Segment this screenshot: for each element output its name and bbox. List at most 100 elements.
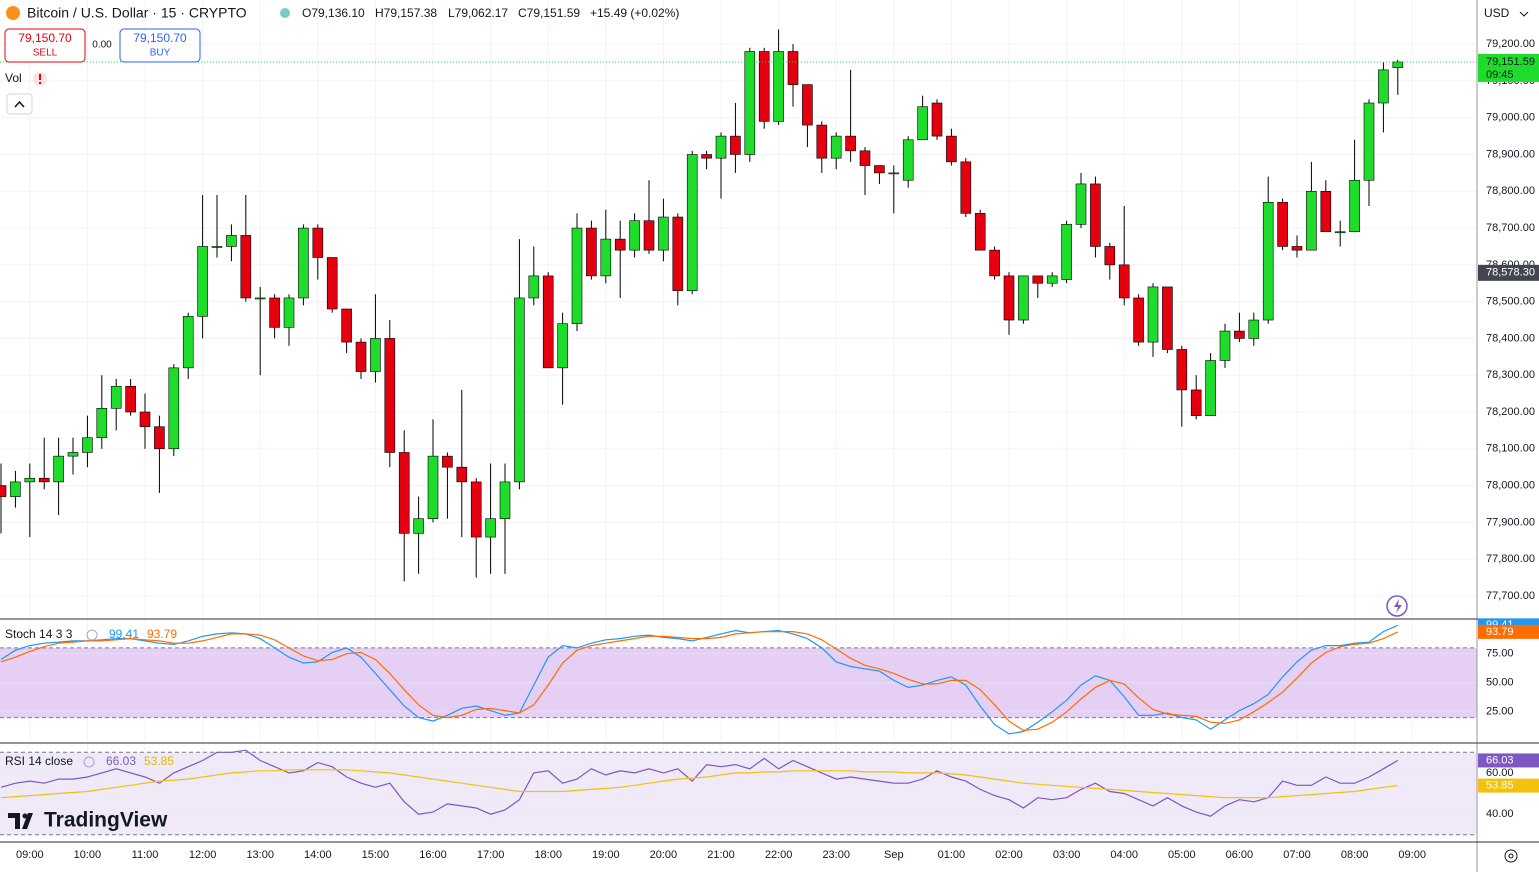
candle-body: [1003, 275, 1015, 321]
flash-bolt: [1394, 599, 1402, 613]
y-tick-label: 78,800.00: [1486, 185, 1535, 197]
x-tick-label: 23:00: [822, 849, 850, 861]
candle-body: [1205, 360, 1216, 416]
candle-body: [1046, 275, 1058, 284]
candle-body: [614, 238, 626, 251]
candle-body: [168, 367, 180, 450]
y-tick-label: 77,700.00: [1486, 590, 1535, 602]
candle-body: [1118, 264, 1130, 299]
candle-body: [24, 477, 36, 483]
candle-body: [989, 249, 1000, 277]
indicator-last-value: 93.79: [1486, 626, 1514, 638]
collapse-button[interactable]: [6, 93, 33, 115]
candle-body: [1320, 190, 1332, 233]
indicator-last-value: 66.03: [1486, 754, 1514, 766]
candle-body: [931, 102, 943, 137]
candle-body: [960, 161, 972, 214]
logo-dot: [22, 813, 28, 819]
candle-body: [254, 297, 266, 300]
indicator-last-value-box: [1478, 624, 1539, 639]
candle-body: [1334, 231, 1346, 234]
spread: 0.00: [92, 40, 112, 51]
x-tick-label: 12:00: [189, 849, 217, 861]
candle-body: [773, 51, 784, 122]
y-tick-label: 78,000.00: [1486, 479, 1535, 491]
indicator-line: [0, 630, 1399, 732]
marker-box: [1478, 264, 1539, 281]
x-tick-label: 14:00: [304, 849, 332, 861]
y-tick-label: 78,500.00: [1486, 296, 1535, 308]
candle-body: [902, 139, 914, 181]
volume-label: Vol: [5, 71, 22, 85]
indicator-last-value-box: [1478, 753, 1539, 768]
y-tick-label: 79,000.00: [1486, 112, 1535, 124]
candle-body: [730, 135, 741, 155]
candle-body: [643, 220, 655, 251]
candle-body: [370, 338, 381, 372]
candle-body: [816, 124, 828, 159]
candle-body: [269, 297, 280, 328]
settings-icon[interactable]: [86, 629, 98, 641]
y-tick-label: 79,200.00: [1486, 38, 1535, 50]
candle-body: [427, 455, 439, 519]
candle-body: [1234, 330, 1245, 339]
y-tick-label: 60.00: [1486, 767, 1514, 779]
candle-body: [298, 227, 309, 299]
candle-body: [67, 452, 79, 457]
countdown: 09:45: [1486, 69, 1514, 81]
candle-body: [686, 154, 698, 291]
candle-body: [96, 408, 108, 439]
settings-gear[interactable]: [1504, 849, 1518, 863]
candle-body: [1162, 286, 1173, 350]
logo-text: TradingView: [44, 809, 168, 832]
x-tick-label: 07:00: [1283, 849, 1311, 861]
candle-body: [715, 135, 727, 159]
candle-body: [1018, 275, 1029, 321]
candle-body: [485, 518, 496, 538]
candle-body: [1133, 297, 1144, 343]
candle-body: [600, 238, 612, 277]
indicator-last-value-box: [1478, 778, 1539, 793]
settings-icon[interactable]: [83, 756, 95, 768]
rsi-ma-value: 53.85: [144, 754, 174, 768]
x-tick-label: 11:00: [132, 849, 159, 861]
candle-body: [110, 385, 122, 409]
candle-body: [1363, 102, 1375, 181]
candle-body: [946, 135, 957, 163]
stoch-title: Stoch 14 3 3: [5, 627, 73, 641]
candle-body: [470, 481, 482, 538]
rsi-value: 66.03: [106, 754, 136, 768]
indicator-last-value: 53.85: [1486, 779, 1514, 791]
ohlc-change: +15.49 (+0.02%): [590, 6, 679, 20]
ohlc-high: H79,157.38: [375, 6, 437, 20]
candle-body: [874, 165, 885, 174]
candle-body: [1291, 246, 1303, 251]
y-tick-label: 78,200.00: [1486, 406, 1535, 418]
candle-body: [0, 485, 7, 497]
candle-body: [528, 275, 540, 299]
ohlc-open: O79,136.10: [302, 6, 365, 20]
indicator-line: [0, 749, 1399, 817]
market-status: [280, 8, 290, 18]
candle-body: [341, 308, 352, 343]
buy-label: BUY: [150, 48, 171, 59]
candle-body: [456, 466, 468, 483]
x-tick-label: 05:00: [1168, 849, 1196, 861]
sell-label: SELL: [33, 48, 58, 59]
candle-body: [413, 518, 424, 534]
candle-body: [1262, 202, 1274, 321]
candle-body: [845, 135, 856, 152]
x-tick-label: 03:00: [1053, 849, 1081, 861]
candle-body: [1378, 69, 1389, 104]
candle-body: [82, 437, 93, 453]
y-tick-label: 78,700.00: [1486, 222, 1535, 234]
candle-body: [629, 220, 640, 251]
currency[interactable]: USD: [1484, 6, 1510, 20]
buy-button[interactable]: [119, 28, 201, 63]
x-tick-label: 21:00: [707, 849, 735, 861]
sell-button[interactable]: [4, 28, 86, 63]
candle-body: [1075, 183, 1087, 225]
warning-dot: [39, 82, 41, 84]
